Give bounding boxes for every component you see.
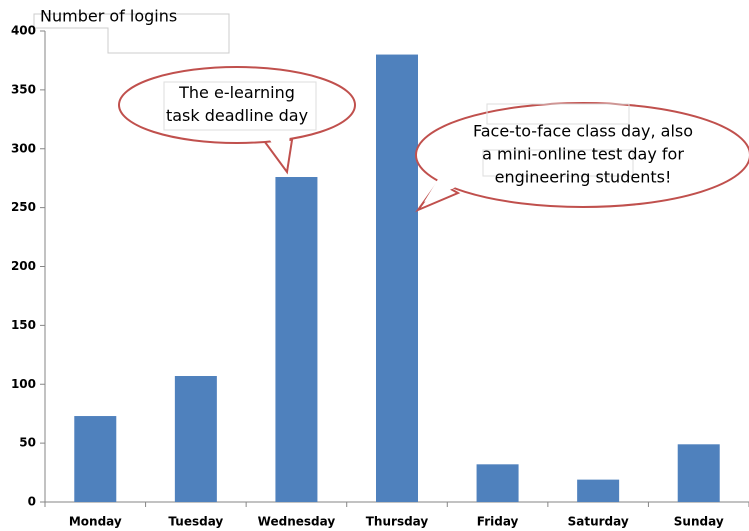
annotation-line: task deadline day [166,106,308,125]
bar [677,444,720,502]
callout-join [424,176,456,202]
x-tick-label: Friday [477,515,519,529]
bar [376,54,418,503]
y-tick-label: 200 [11,259,36,273]
x-tick-label: Wednesday [258,515,336,529]
callout: Face-to-face class day, also a mini-onlin… [415,102,749,213]
text-box [163,81,317,131]
callout: The e-learning task deadline day [118,66,356,175]
bar [275,177,318,502]
y-tick-label: 150 [11,318,36,332]
callout-join [264,132,290,164]
x-tick-label: Monday [69,515,122,529]
y-tick-label: 300 [11,141,36,155]
callout-bubble [415,102,749,208]
x-tick-label: Thursday [366,515,429,529]
bar [74,416,117,502]
annotation-line: a mini-online test day for [482,145,684,164]
x-tick-label: Tuesday [168,515,223,529]
y-axis-label: Number of logins [40,7,177,26]
x-tick-label: Saturday [568,515,629,529]
bar [577,479,620,502]
y-tick-label: 0 [28,495,36,509]
annotation-line: The e-learning [178,83,295,102]
y-tick-label: 400 [11,24,36,38]
y-tick-label: 350 [11,82,36,96]
text-box [482,149,634,177]
text-box [486,103,630,125]
y-tick-label: 50 [19,436,36,450]
bar [476,464,519,502]
label-box [33,13,230,54]
annotation-line: Face-to-face class day, also [473,122,693,141]
x-tick-label: Sunday [674,515,724,529]
y-tick-label: 100 [11,377,36,391]
y-tick-label: 250 [11,200,36,214]
annotation-line: engineering students! [495,168,672,187]
callout-bubble [118,66,356,144]
bar [174,376,217,502]
